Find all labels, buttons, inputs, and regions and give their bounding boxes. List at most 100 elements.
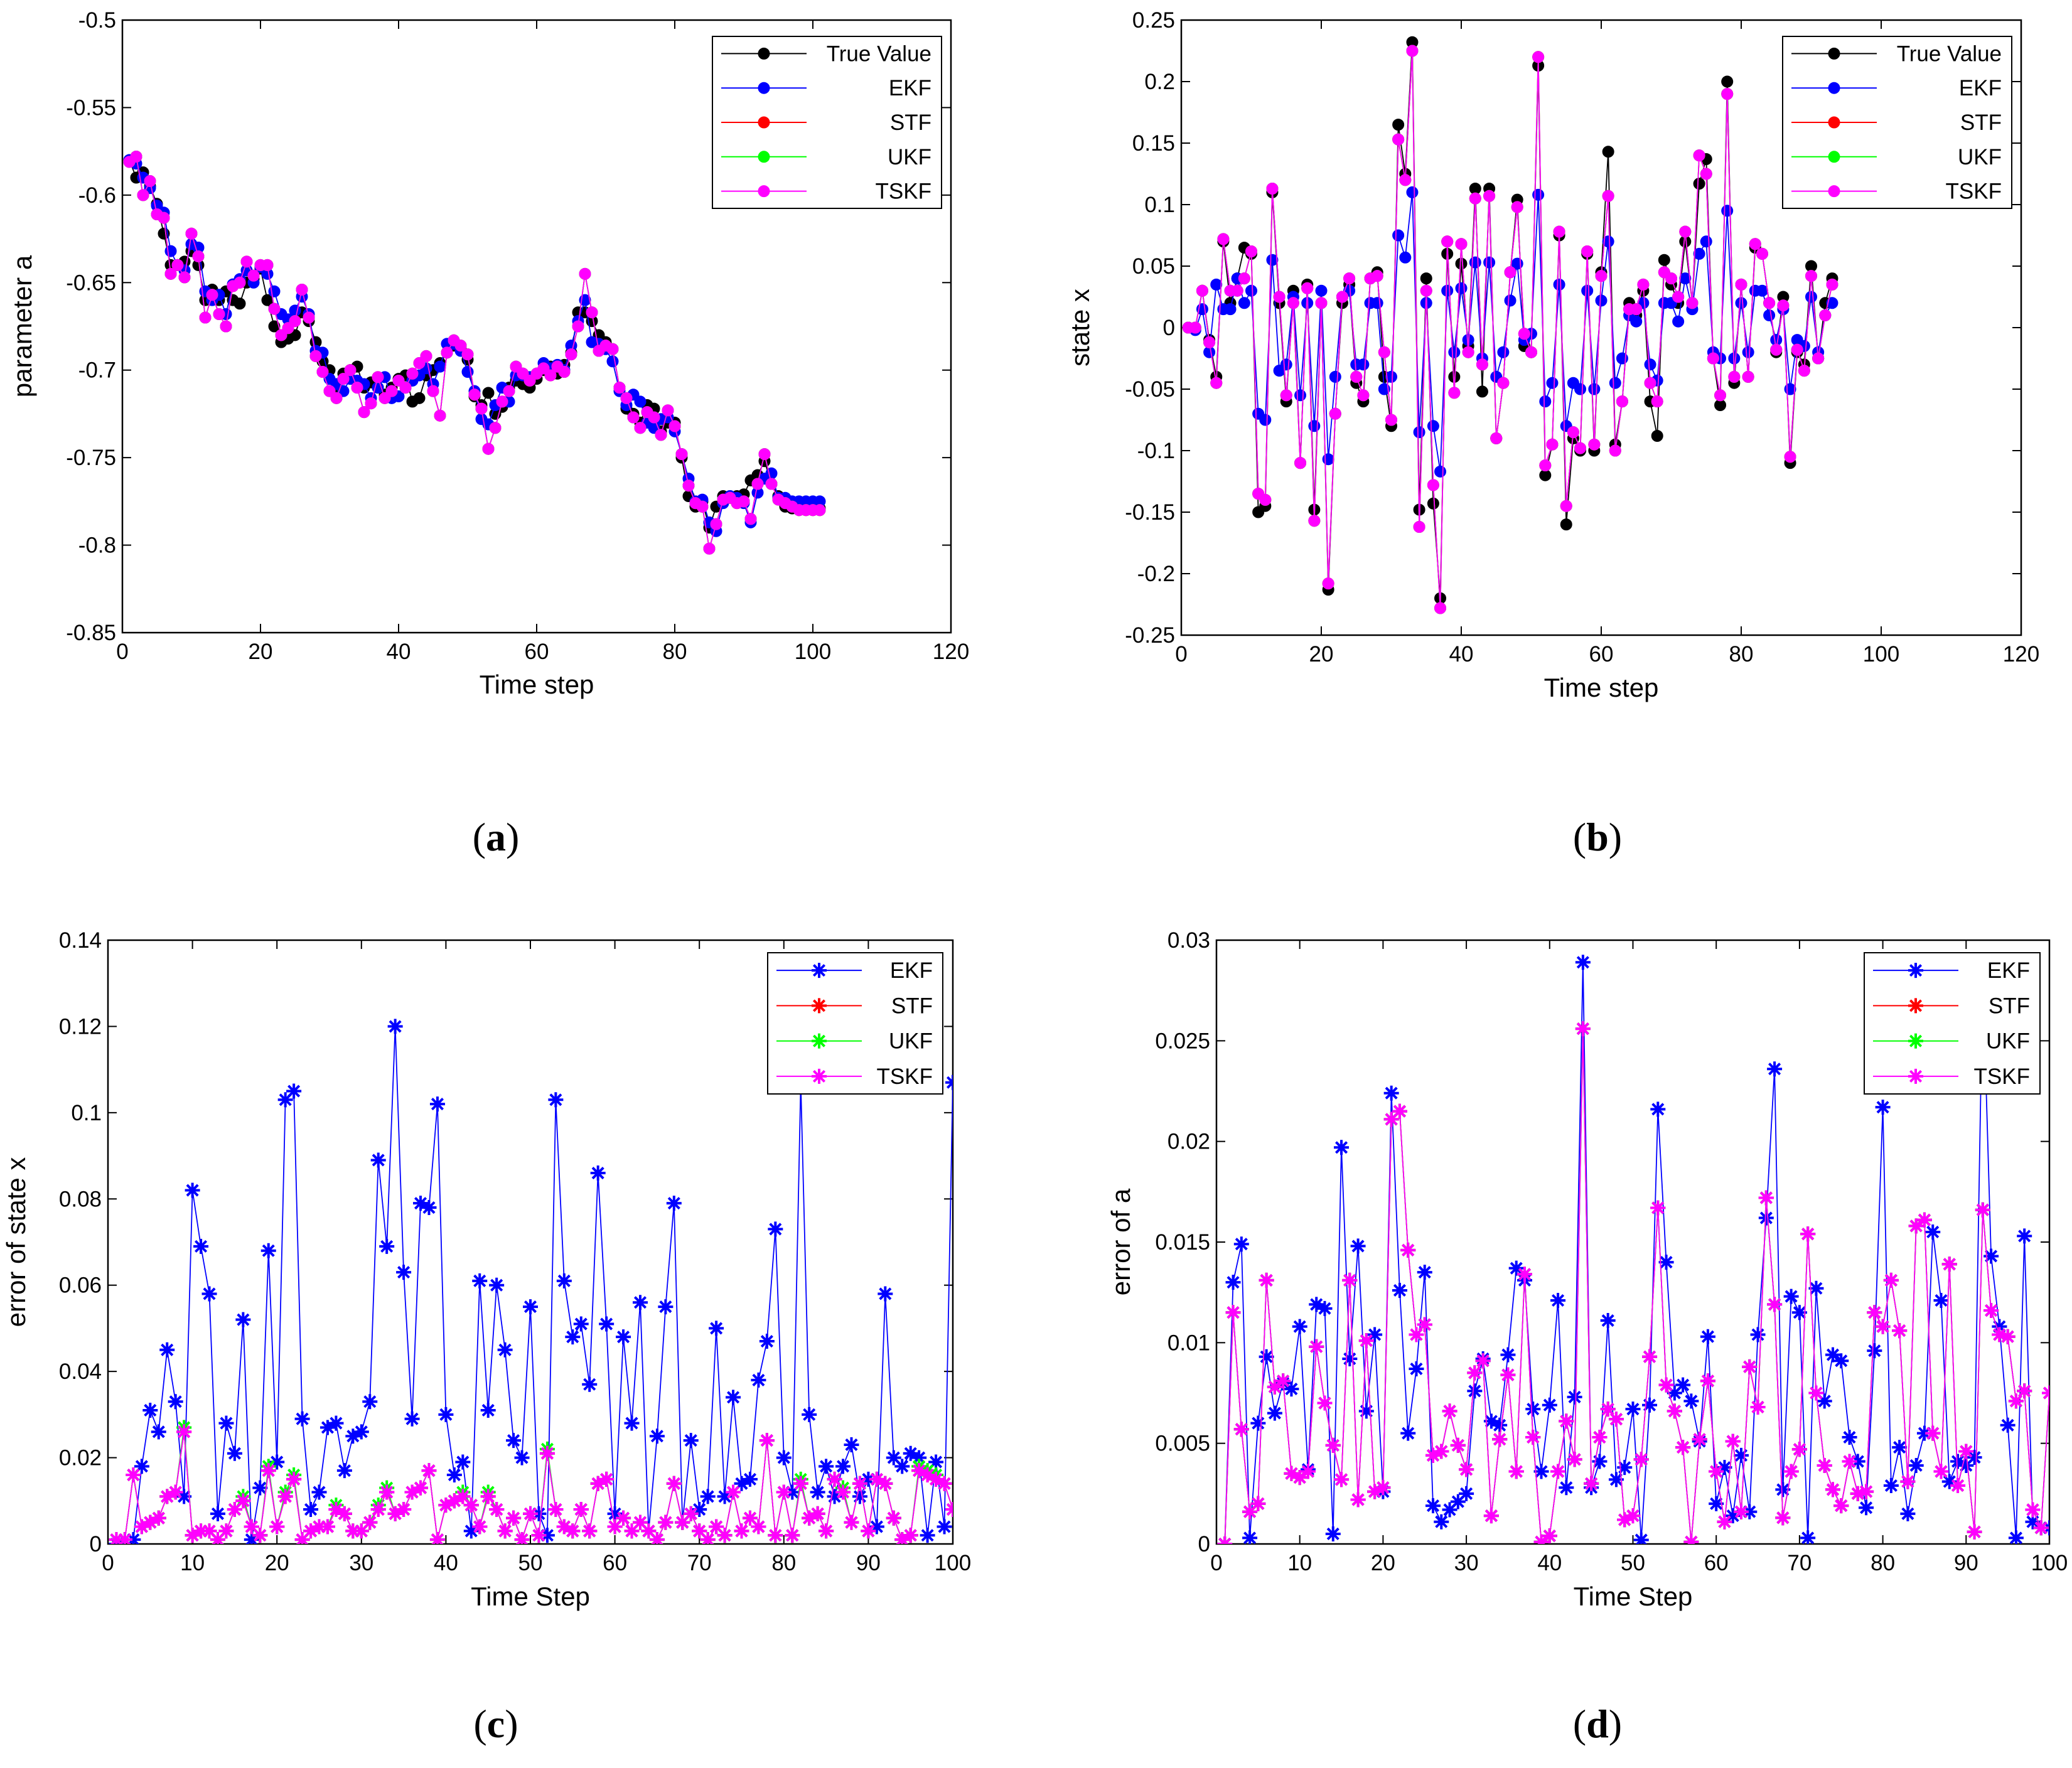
data-point — [869, 1519, 884, 1535]
y-tick-label: -0.15 — [1125, 500, 1175, 525]
data-point — [319, 1519, 335, 1535]
data-point — [193, 1238, 209, 1254]
data-point — [489, 1502, 505, 1518]
data-point — [1560, 500, 1572, 512]
data-point — [579, 267, 591, 280]
legend-label: STF — [1989, 994, 2030, 1018]
data-point — [269, 1519, 285, 1535]
data-point — [827, 1489, 842, 1504]
data-point — [810, 1484, 825, 1500]
data-point — [1483, 1508, 1499, 1524]
data-point — [351, 382, 363, 394]
data-point — [1334, 1472, 1350, 1487]
x-tick-label: 20 — [1371, 1551, 1395, 1575]
data-point — [1210, 377, 1223, 389]
data-point — [1941, 1256, 1957, 1272]
legend-item-stf: STF — [776, 994, 933, 1018]
data-point — [1644, 358, 1656, 371]
data-point — [268, 303, 281, 315]
data-point — [1357, 358, 1370, 371]
x-tick-label: 120 — [933, 640, 969, 664]
data-point — [387, 1506, 403, 1521]
data-point — [683, 1433, 699, 1449]
data-point — [1385, 370, 1397, 383]
data-point — [758, 448, 771, 461]
data-point — [1267, 1405, 1282, 1421]
data-point — [844, 1514, 859, 1530]
data-point — [1238, 272, 1250, 285]
data-point — [1455, 238, 1468, 250]
data-point — [1714, 389, 1727, 402]
data-point — [482, 442, 495, 455]
data-point — [2025, 1502, 2041, 1518]
legend-item-stf: STF — [721, 110, 931, 135]
data-point — [1434, 1514, 1449, 1530]
data-point — [1504, 294, 1516, 307]
data-point — [556, 1273, 572, 1288]
legend-item-true: True Value — [1791, 41, 2002, 66]
data-point — [894, 1532, 910, 1544]
data-point — [1553, 278, 1565, 291]
data-point — [1434, 1444, 1449, 1459]
data-point — [1686, 297, 1699, 309]
data-point — [353, 1424, 369, 1440]
data-point — [1658, 1255, 1674, 1270]
x-tick-label: 40 — [1537, 1551, 1562, 1575]
data-point — [751, 1519, 766, 1535]
data-point — [1308, 515, 1321, 527]
data-point — [399, 382, 412, 394]
data-point — [1196, 284, 1208, 297]
data-point — [1406, 186, 1419, 198]
data-point — [1378, 346, 1390, 358]
data-point — [819, 1459, 834, 1474]
data-point — [319, 1420, 335, 1435]
data-point — [328, 1502, 344, 1518]
data-point — [776, 1484, 792, 1500]
data-point — [928, 1471, 944, 1487]
data-point — [632, 1295, 648, 1310]
data-point — [1225, 1305, 1241, 1321]
x-tick-label: 40 — [387, 640, 411, 664]
legend-label: EKF — [1987, 958, 2030, 983]
data-point — [461, 348, 474, 361]
data-point — [1574, 442, 1587, 454]
x-tick-label: 60 — [525, 640, 549, 664]
data-point — [1916, 1212, 1932, 1228]
data-point — [337, 373, 350, 385]
data-point — [558, 366, 571, 378]
data-point — [1826, 297, 1838, 309]
data-point — [1867, 1343, 1882, 1359]
data-point — [802, 1406, 817, 1422]
data-point — [472, 1273, 488, 1288]
data-point — [1371, 270, 1383, 282]
data-point — [455, 1489, 471, 1504]
data-point — [151, 1510, 166, 1526]
data-point — [480, 1402, 496, 1418]
data-point — [303, 311, 315, 324]
data-point — [514, 1450, 530, 1465]
series-line-ekf — [1224, 962, 2049, 1544]
data-point — [185, 1182, 200, 1198]
data-point — [1483, 1413, 1499, 1429]
x-tick-label: 120 — [2003, 642, 2039, 667]
data-point — [878, 1476, 893, 1491]
data-point — [1581, 245, 1594, 257]
data-point — [1567, 426, 1579, 439]
data-point — [627, 411, 640, 424]
panel-b: 0 20 40 60 80 100 120 -0.25 -0.2 -0.15 -0.1 -0.05 0 0… — [1065, 8, 2039, 859]
data-point — [1675, 1377, 1691, 1393]
data-point — [1441, 284, 1454, 297]
data-point — [199, 311, 212, 324]
data-point — [404, 1411, 420, 1427]
data-point — [210, 1506, 225, 1521]
data-point — [565, 348, 577, 361]
legend-item-tskf: TSKF — [1873, 1064, 2030, 1089]
y-tick-label: 0.025 — [1155, 1029, 1210, 1053]
data-point — [734, 1476, 749, 1491]
data-point — [1883, 1478, 1899, 1494]
data-point — [1511, 201, 1523, 213]
data-point — [1542, 1528, 1557, 1544]
data-point — [1273, 291, 1286, 303]
data-point — [1734, 1447, 1749, 1463]
